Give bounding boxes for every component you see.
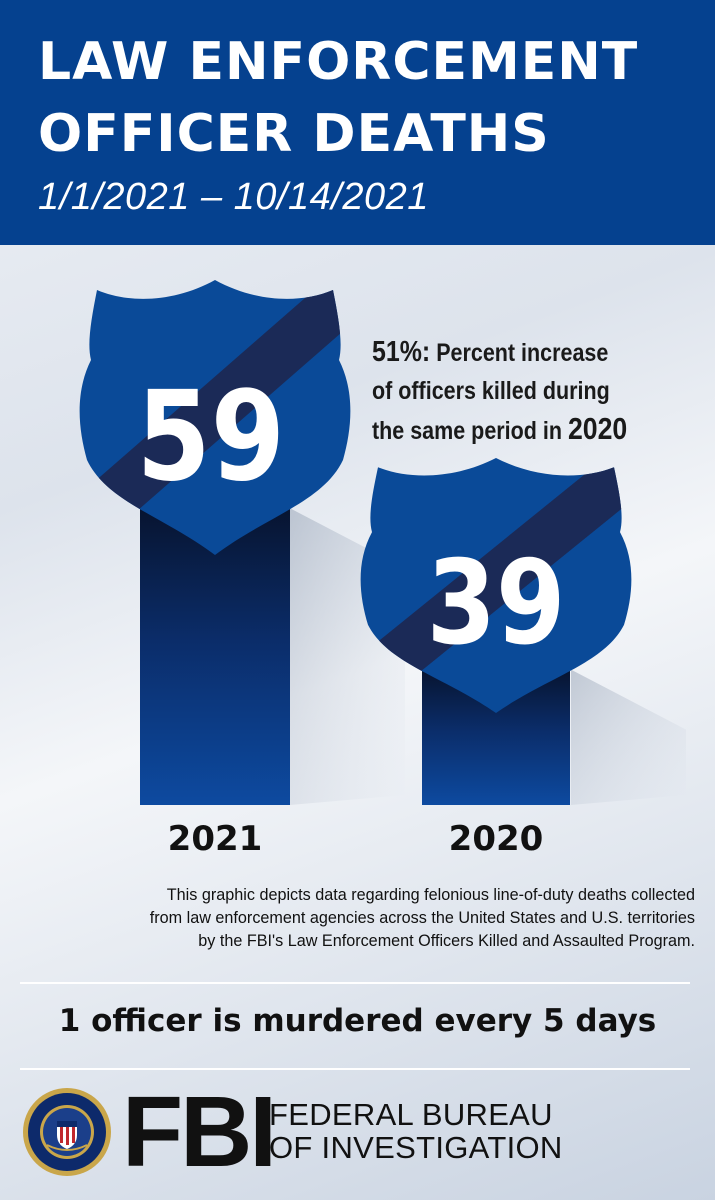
value-label-2020: 39 <box>427 536 566 671</box>
callout-line2: of officers killed during <box>372 377 610 405</box>
bar-shadow-2020 <box>571 669 686 805</box>
data-source-note: This graphic depicts data regarding felo… <box>20 884 695 953</box>
footnote-line3: by the FBI's Law Enforcement Officers Ki… <box>198 932 695 950</box>
divider-top <box>20 982 690 984</box>
tagline: 1 officer is murdered every 5 days <box>58 1003 657 1039</box>
page-title-line1: LAW ENFORCEMENT <box>38 32 639 92</box>
callout-percent: 51%: <box>372 336 431 368</box>
agency-name-line1: FEDERAL BUREAU <box>269 1097 553 1132</box>
agency-name-line2: OF INVESTIGATION <box>269 1130 563 1165</box>
category-label-2020: 2020 <box>449 819 544 859</box>
callout-line3: the same period in <box>372 417 562 445</box>
fbi-logo: FBI <box>122 1076 277 1188</box>
deaths-chart: 59 2021 39 2020 <box>79 280 686 859</box>
date-range: 1/1/2021 – 10/14/2021 <box>38 176 429 218</box>
fbi-seal-icon <box>23 1088 111 1176</box>
bar-2021 <box>140 508 290 805</box>
value-label-2021: 59 <box>137 365 285 509</box>
footnote-line1: This graphic depicts data regarding felo… <box>166 886 695 904</box>
page-title-line2: OFFICER DEATHS <box>38 104 550 164</box>
divider-bottom <box>20 1068 690 1070</box>
agency-name: FEDERAL BUREAU OF INVESTIGATION <box>269 1098 563 1164</box>
percent-increase-callout: 51%: Percent increase of officers killed… <box>372 333 630 450</box>
header-banner: LAW ENFORCEMENT OFFICER DEATHS 1/1/2021 … <box>0 0 715 245</box>
callout-line1: Percent increase <box>436 339 609 367</box>
footnote-line2: from law enforcement agencies across the… <box>149 909 695 927</box>
callout-year: 2020 <box>567 411 628 446</box>
category-label-2021: 2021 <box>168 819 263 859</box>
